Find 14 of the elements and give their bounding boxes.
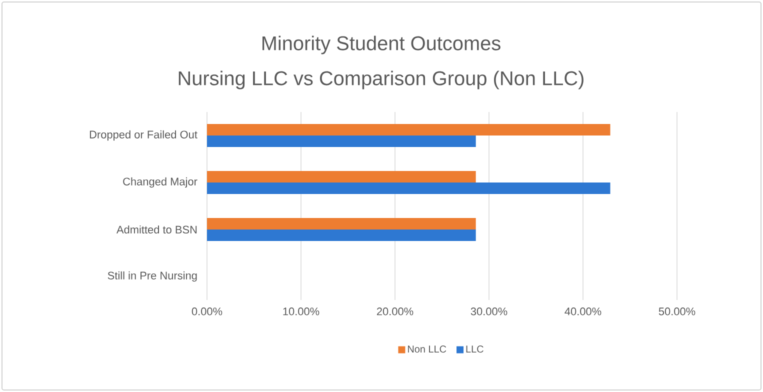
y-tick-label: Changed Major (123, 177, 198, 188)
chart-title: Minority Student Outcomes (262, 36, 500, 54)
y-tick-label: Admitted to BSN (116, 225, 197, 234)
y-tick-label: Dropped or Failed Out (90, 130, 198, 141)
x-tick-label: 20.00% (376, 308, 414, 316)
x-tick-label: 10.00% (283, 308, 320, 316)
x-tick-label: 40.00% (564, 308, 602, 316)
y-tick-label: Still in Pre Nursing (108, 271, 197, 282)
legend-label: LLC (466, 346, 484, 353)
chart-subtitle: Nursing LLC vs Comparison Group (Non LLC) (178, 70, 584, 90)
legend-label: Non LLC (408, 346, 446, 353)
x-tick-label: 50.00% (658, 308, 696, 316)
x-tick-label: 0.00% (192, 308, 222, 316)
x-tick-label: 30.00% (470, 308, 508, 316)
